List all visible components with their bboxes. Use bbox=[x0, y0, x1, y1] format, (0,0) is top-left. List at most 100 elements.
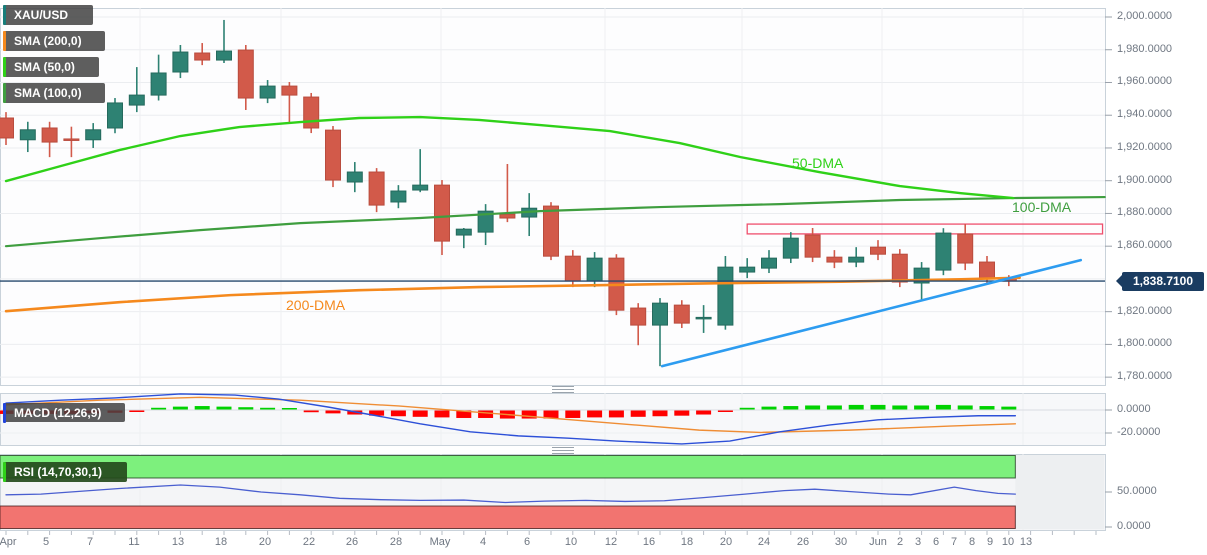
time-label: 18 bbox=[214, 536, 228, 548]
time-label: 4 bbox=[479, 536, 487, 548]
macd-hist-bar bbox=[652, 410, 668, 417]
candle-body bbox=[826, 256, 843, 263]
candle-body bbox=[368, 171, 385, 206]
time-label: 24 bbox=[757, 536, 771, 548]
legend-rsi-badge[interactable]: RSI (14,70,30,1) bbox=[3, 462, 127, 482]
candle-body bbox=[237, 49, 254, 99]
price-tick-label: 1,880.0000 bbox=[1117, 206, 1173, 219]
macd-hist-bar bbox=[870, 404, 886, 410]
macd-hist-bar bbox=[238, 407, 254, 410]
time-label: 20 bbox=[258, 536, 272, 548]
time-label: 22 bbox=[302, 536, 316, 548]
price-tick-label: 1,920.0000 bbox=[1117, 140, 1173, 153]
time-label: 26 bbox=[345, 536, 359, 548]
candle-body bbox=[717, 266, 734, 326]
time-label: 8 bbox=[968, 536, 976, 548]
macd-hist-bar bbox=[608, 410, 624, 418]
candle-body bbox=[434, 184, 450, 242]
time-label: 6 bbox=[932, 536, 940, 548]
candle-body bbox=[499, 213, 516, 219]
price-tick-label: 2,000.0000 bbox=[1117, 10, 1173, 22]
time-label: Jun bbox=[869, 536, 887, 548]
symbol-accent-bar bbox=[3, 5, 6, 25]
candle-body bbox=[477, 210, 494, 233]
rsi-line bbox=[5, 484, 1016, 504]
time-label: 20 bbox=[719, 536, 733, 548]
macd-hist-bar bbox=[172, 406, 188, 410]
sma200-annotation: 200-DMA bbox=[286, 297, 346, 313]
time-label: 18 bbox=[680, 536, 694, 548]
price-tick-label: 1,940.0000 bbox=[1117, 108, 1173, 121]
candle-body bbox=[979, 261, 995, 279]
macd-tick-label: -20.0000 bbox=[1117, 426, 1161, 438]
candle-body bbox=[172, 51, 189, 73]
candle-body bbox=[150, 72, 167, 96]
macd-hist-bar bbox=[826, 405, 842, 410]
time-label: 13 bbox=[171, 536, 185, 548]
time-label: 28 bbox=[389, 536, 403, 548]
candle-body bbox=[630, 307, 647, 326]
time-label: 7 bbox=[86, 536, 94, 548]
rsi-accent-bar bbox=[3, 462, 6, 482]
candle-body bbox=[85, 129, 102, 141]
candle-body bbox=[848, 256, 865, 263]
candle-body bbox=[957, 233, 974, 264]
candle-body bbox=[216, 50, 232, 61]
legend-symbol-badge[interactable]: XAU/USD bbox=[3, 5, 93, 25]
rsi-future-area bbox=[1015, 455, 1104, 529]
time-label: 9 bbox=[986, 536, 994, 548]
candle-body bbox=[19, 129, 36, 141]
sma50-annotation: 50-DMA bbox=[792, 155, 844, 171]
legend-sma200-badge[interactable]: SMA (200,0) bbox=[3, 31, 105, 51]
macd-hist-bar bbox=[260, 407, 276, 410]
price-tick-label: 1,860.0000 bbox=[1117, 239, 1173, 252]
price-tick-label: 1,800.0000 bbox=[1117, 337, 1173, 350]
time-label: 10 bbox=[1001, 536, 1015, 548]
candle-body bbox=[455, 228, 472, 236]
candle-body bbox=[652, 302, 668, 326]
price-tick-label: 1,900.0000 bbox=[1117, 173, 1173, 186]
sma50-label: SMA (50,0) bbox=[14, 60, 75, 74]
candle-body bbox=[412, 184, 429, 191]
candle-body bbox=[739, 266, 756, 273]
panel-resize-handle-macd[interactable] bbox=[552, 386, 574, 393]
rsi-label: RSI (14,70,30,1) bbox=[14, 465, 103, 479]
candle-body bbox=[303, 96, 320, 129]
candle-body bbox=[63, 138, 80, 141]
macd-accent-bar bbox=[3, 402, 6, 423]
macd-hist-bar bbox=[129, 410, 145, 412]
macd-hist-bar bbox=[303, 410, 319, 413]
macd-hist-bar bbox=[674, 410, 690, 416]
macd-hist-bar bbox=[761, 406, 777, 410]
time-label: 13 bbox=[1019, 536, 1033, 548]
candle-body bbox=[673, 304, 690, 324]
macd-hist-bar bbox=[456, 410, 472, 418]
candle-body bbox=[0, 117, 14, 139]
candle-body bbox=[891, 253, 908, 283]
time-label: 12 bbox=[604, 536, 618, 548]
macd-hist-bar bbox=[805, 405, 821, 410]
candle-body bbox=[935, 232, 952, 271]
time-label: 11 bbox=[128, 536, 140, 548]
sma50-line bbox=[4, 115, 1015, 200]
panel-resize-handle-rsi[interactable] bbox=[552, 447, 574, 454]
macd-hist-bar bbox=[325, 410, 341, 414]
macd-hist-bar bbox=[717, 410, 733, 412]
legend-sma50-badge[interactable]: SMA (50,0) bbox=[3, 57, 99, 77]
legend-sma100-badge[interactable]: SMA (100,0) bbox=[3, 83, 105, 103]
legend-macd-badge[interactable]: MACD (12,26,9) bbox=[3, 402, 125, 423]
candle-body bbox=[804, 234, 821, 258]
macd-hist-bar bbox=[281, 408, 297, 410]
macd-hist-bar bbox=[412, 410, 428, 417]
rsi-oversold-band bbox=[0, 505, 1016, 529]
rsi-overbought-band bbox=[0, 455, 1016, 479]
macd-hist-bar bbox=[979, 406, 995, 410]
price-tick-label: 1,960.0000 bbox=[1117, 75, 1173, 88]
candle-body bbox=[107, 102, 123, 129]
macd-hist-bar bbox=[587, 410, 603, 418]
candle-body bbox=[281, 85, 298, 96]
macd-hist-bar bbox=[739, 407, 755, 410]
macd-hist-bar bbox=[1001, 406, 1017, 410]
